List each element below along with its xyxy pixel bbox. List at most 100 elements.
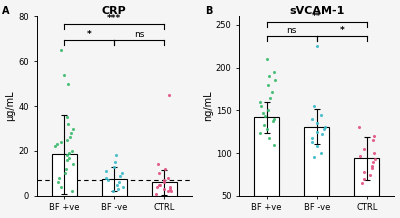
Point xyxy=(370,138,376,142)
Point xyxy=(321,127,328,131)
Point xyxy=(62,172,68,175)
Point xyxy=(162,167,168,171)
Point xyxy=(261,123,268,127)
Point xyxy=(113,154,119,157)
Point xyxy=(69,127,76,130)
Point xyxy=(105,178,112,182)
Text: A: A xyxy=(2,6,10,15)
Y-axis label: μg/mL: μg/mL xyxy=(6,91,16,121)
Point xyxy=(361,147,367,151)
Point xyxy=(264,57,270,61)
Point xyxy=(322,126,328,129)
Text: ns: ns xyxy=(134,30,144,39)
Point xyxy=(58,185,64,189)
Point xyxy=(120,185,126,189)
Point xyxy=(68,131,74,135)
Point xyxy=(262,115,268,118)
Point xyxy=(160,178,167,182)
Point xyxy=(166,93,172,97)
Point xyxy=(271,117,277,121)
Bar xyxy=(102,179,127,196)
Point xyxy=(56,176,62,180)
Point xyxy=(102,169,109,173)
Point xyxy=(267,96,273,99)
Point xyxy=(309,117,316,121)
Point xyxy=(60,73,67,76)
Point xyxy=(271,143,278,146)
Bar xyxy=(354,158,380,196)
Point xyxy=(57,140,64,144)
Point xyxy=(266,74,272,78)
Text: B: B xyxy=(205,6,212,15)
Point xyxy=(115,187,122,191)
Text: ns: ns xyxy=(286,26,297,35)
Point xyxy=(371,151,378,155)
Point xyxy=(157,183,163,186)
Point xyxy=(63,167,69,171)
Point xyxy=(311,156,317,159)
Point xyxy=(359,181,365,185)
Bar xyxy=(152,182,177,196)
Text: ***: *** xyxy=(107,14,121,23)
Point xyxy=(112,160,118,164)
Point xyxy=(160,181,167,184)
Point xyxy=(69,163,76,166)
Point xyxy=(66,152,72,155)
Y-axis label: ng/mL: ng/mL xyxy=(203,91,213,121)
Point xyxy=(64,154,70,157)
Point xyxy=(114,183,121,186)
Point xyxy=(64,138,70,141)
Point xyxy=(272,79,278,82)
Point xyxy=(357,155,363,158)
Point xyxy=(269,90,275,93)
Point xyxy=(368,167,375,170)
Point xyxy=(64,116,70,119)
Point xyxy=(361,177,368,181)
Point xyxy=(372,157,378,161)
Point xyxy=(116,174,123,177)
Point xyxy=(111,165,117,168)
Point xyxy=(64,158,70,162)
Point xyxy=(155,163,162,166)
Point xyxy=(66,136,73,139)
Point xyxy=(360,170,367,174)
Point xyxy=(69,149,76,153)
Point xyxy=(263,127,270,131)
Point xyxy=(58,48,64,52)
Point xyxy=(265,83,271,87)
Point xyxy=(54,143,60,146)
Point xyxy=(65,122,71,126)
Point xyxy=(270,120,276,123)
Point xyxy=(265,109,271,112)
Point xyxy=(155,172,162,175)
Point xyxy=(66,156,72,159)
Text: **: ** xyxy=(312,12,322,21)
Point xyxy=(156,183,162,186)
Point xyxy=(314,44,320,48)
Point xyxy=(52,145,58,148)
Point xyxy=(257,100,263,104)
Point xyxy=(270,70,277,74)
Point xyxy=(309,140,315,144)
Point xyxy=(167,187,173,191)
Point xyxy=(168,190,175,193)
Point xyxy=(165,176,171,180)
Point xyxy=(366,174,373,177)
Point xyxy=(266,136,272,140)
Point xyxy=(161,187,168,191)
Point xyxy=(318,151,324,155)
Bar xyxy=(52,154,77,196)
Point xyxy=(314,130,320,133)
Point xyxy=(356,126,362,129)
Point xyxy=(110,190,116,193)
Title: CRP: CRP xyxy=(102,5,127,15)
Point xyxy=(165,190,172,193)
Text: *: * xyxy=(87,30,92,39)
Bar xyxy=(254,117,279,196)
Point xyxy=(167,185,173,189)
Point xyxy=(319,133,325,136)
Point xyxy=(311,104,318,108)
Point xyxy=(258,104,264,108)
Bar xyxy=(304,127,329,196)
Point xyxy=(369,164,375,168)
